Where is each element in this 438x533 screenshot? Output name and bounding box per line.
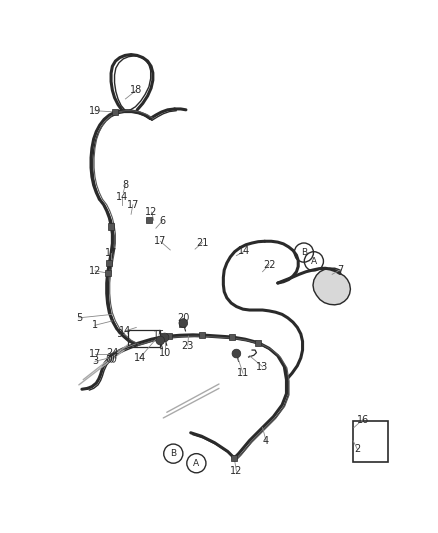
- Bar: [146, 217, 152, 223]
- Text: 17: 17: [89, 349, 101, 359]
- Text: 1: 1: [92, 320, 98, 330]
- Text: 12: 12: [230, 466, 243, 476]
- Text: 18: 18: [130, 85, 142, 95]
- Bar: [255, 340, 261, 346]
- Circle shape: [160, 333, 169, 342]
- Bar: [229, 334, 235, 340]
- Bar: [106, 260, 113, 266]
- Text: A: A: [193, 459, 199, 468]
- Bar: [108, 223, 114, 230]
- Text: 14: 14: [238, 246, 251, 256]
- Bar: [198, 332, 205, 338]
- Text: 17: 17: [105, 248, 117, 259]
- Text: 19: 19: [89, 106, 101, 116]
- Text: 3: 3: [92, 357, 98, 366]
- Text: 11: 11: [237, 368, 249, 378]
- Text: 4: 4: [263, 435, 269, 446]
- Bar: [231, 455, 237, 461]
- Bar: [353, 421, 388, 462]
- Text: 21: 21: [196, 238, 208, 247]
- Text: 20: 20: [177, 313, 190, 323]
- Text: A: A: [311, 257, 317, 266]
- Text: 17: 17: [154, 236, 166, 246]
- Text: 12: 12: [89, 266, 101, 276]
- Text: 13: 13: [256, 361, 268, 372]
- Text: 8: 8: [122, 180, 128, 190]
- Text: 24: 24: [106, 348, 119, 358]
- Text: 9: 9: [117, 329, 123, 340]
- Text: 2: 2: [354, 445, 360, 454]
- Bar: [105, 270, 111, 276]
- Bar: [113, 109, 118, 115]
- Text: 14: 14: [134, 353, 146, 363]
- Text: 16: 16: [357, 415, 369, 425]
- Text: 23: 23: [181, 341, 194, 351]
- Text: 14: 14: [116, 192, 128, 202]
- Text: B: B: [170, 449, 177, 458]
- Text: 14: 14: [119, 326, 131, 336]
- Circle shape: [156, 336, 165, 345]
- Polygon shape: [313, 268, 350, 305]
- Text: B: B: [301, 248, 307, 257]
- Text: 12: 12: [145, 207, 158, 217]
- Text: 17: 17: [127, 200, 139, 209]
- Circle shape: [232, 349, 241, 358]
- Bar: [166, 333, 172, 339]
- Bar: [128, 330, 160, 348]
- Text: 22: 22: [263, 260, 276, 270]
- Text: 10: 10: [159, 348, 171, 358]
- Text: 6: 6: [159, 216, 166, 226]
- Text: 5: 5: [76, 313, 82, 323]
- Circle shape: [179, 319, 187, 327]
- Bar: [179, 321, 185, 327]
- Text: 7: 7: [337, 265, 343, 275]
- Text: 15: 15: [153, 330, 165, 340]
